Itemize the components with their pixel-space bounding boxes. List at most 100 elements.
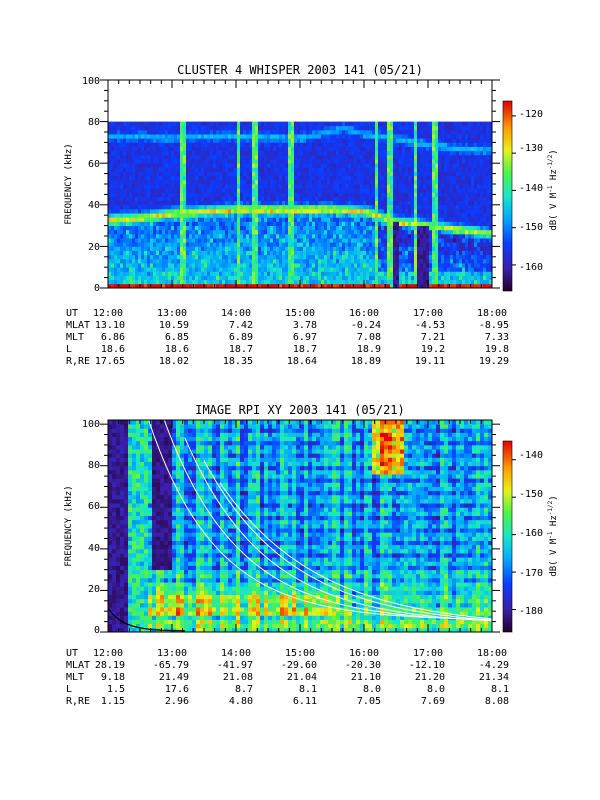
whisper-spectrogram-cell [456, 192, 460, 197]
whisper-spectrogram-cell [357, 159, 361, 164]
whisper-spectrogram-cell [207, 238, 211, 243]
whisper-spectrogram-cell [453, 125, 457, 131]
whisper-spectrogram-cell [459, 125, 463, 131]
whisper-spectrogram-cell [378, 242, 382, 247]
whisper-spectrogram-cell [288, 213, 292, 218]
whisper-spectrogram-cell [375, 146, 379, 152]
whisper-spectrogram-cell [459, 229, 463, 235]
whisper-spectrogram-cell [348, 167, 352, 172]
whisper-spectrogram-cell [387, 208, 391, 214]
whisper-spectrogram-cell [111, 200, 115, 206]
whisper-spectrogram-cell [159, 217, 163, 222]
whisper-spectrogram-cell [174, 271, 178, 276]
whisper-spectrogram-cell [120, 267, 124, 272]
whisper-spectrogram-cell [114, 192, 118, 197]
whisper-spectrogram-cell [312, 138, 316, 143]
whisper-spectrogram-cell [324, 279, 328, 285]
whisper-spectrogram-cell [351, 196, 355, 202]
whisper-spectrogram-cell [450, 184, 454, 189]
whisper-spectrogram-cell [294, 154, 298, 160]
whisper-spectrogram-cell [384, 134, 388, 139]
whisper-spectrogram-cell [462, 167, 466, 172]
whisper-spectrogram-cell [162, 129, 166, 135]
whisper-spectrogram-cell [300, 196, 304, 202]
whisper-spectrogram-cell [381, 258, 385, 264]
whisper-spectrogram-cell [174, 246, 178, 251]
whisper-spectrogram-cell [318, 275, 322, 281]
whisper-spectrogram-cell [450, 283, 454, 288]
whisper-spectrogram-cell [408, 238, 412, 243]
whisper-spectrogram-cell [270, 204, 274, 210]
whisper-spectrogram-cell [321, 213, 325, 218]
whisper-spectrogram-cell [231, 192, 235, 197]
whisper-spectrogram-cell [453, 121, 457, 127]
whisper-spectrogram-cell [231, 208, 235, 214]
whisper-spectrogram-cell [477, 134, 481, 139]
whisper-spectrogram-cell [189, 200, 193, 206]
whisper-spectrogram-cell [210, 275, 214, 281]
whisper-spectrogram-cell [348, 283, 352, 288]
whisper-spectrogram-cell [126, 213, 130, 218]
whisper-spectrogram-cell [438, 134, 442, 139]
whisper-spectrogram-cell [387, 159, 391, 164]
whisper-spectrogram-cell [426, 188, 430, 193]
whisper-spectrogram-cell [276, 167, 280, 172]
whisper-spectrogram-cell [147, 134, 151, 139]
whisper-spectrogram-cell [132, 225, 136, 231]
whisper-spectrogram-cell [366, 279, 370, 285]
whisper-spectrogram-cell [474, 142, 478, 147]
whisper-spectrogram-cell [261, 134, 265, 139]
whisper-spectrogram-cell [222, 242, 226, 247]
whisper-spectrogram-cell [363, 221, 367, 226]
whisper-spectrogram-cell [429, 238, 433, 243]
whisper-spectrogram-cell [174, 250, 178, 256]
whisper-spectrogram-cell [255, 229, 259, 235]
whisper-spectrogram-cell [342, 163, 346, 168]
whisper-spectrogram-cell [303, 125, 307, 131]
whisper-spectrogram-cell [309, 138, 313, 143]
whisper-spectrogram-cell [147, 267, 151, 272]
whisper-spectrogram-cell [282, 167, 286, 172]
whisper-spectrogram-cell [162, 192, 166, 197]
whisper-spectrogram-cell [351, 246, 355, 251]
whisper-spectrogram-cell [447, 163, 451, 168]
whisper-spectrogram-cell [285, 159, 289, 164]
whisper-spectrogram-cell [240, 175, 244, 181]
whisper-spectrogram-cell [246, 159, 250, 164]
whisper-spectrogram-cell [438, 171, 442, 177]
whisper-spectrogram-cell [312, 221, 316, 226]
whisper-spectrogram-cell [216, 238, 220, 243]
whisper-spectrogram-cell [381, 246, 385, 251]
whisper-spectrogram-cell [168, 154, 172, 160]
whisper-spectrogram-cell [396, 225, 400, 231]
whisper-spectrogram-cell [198, 283, 202, 288]
whisper-spectrogram-cell [360, 250, 364, 256]
whisper-spectrogram-cell [291, 217, 295, 222]
whisper-spectrogram-cell [309, 163, 313, 168]
whisper-spectrogram-cell [318, 238, 322, 243]
whisper-spectrogram-cell [450, 217, 454, 222]
whisper-spectrogram-cell [369, 179, 373, 185]
whisper-spectrogram-cell [372, 184, 376, 189]
whisper-spectrogram-cell [444, 200, 448, 206]
whisper-spectrogram-cell [153, 225, 157, 231]
whisper-spectrogram-cell [237, 229, 241, 235]
whisper-spectrogram-cell [264, 225, 268, 231]
whisper-spectrogram-cell [249, 263, 253, 268]
whisper-spectrogram-cell [222, 125, 226, 131]
whisper-spectrogram-cell [222, 154, 226, 160]
whisper-spectrogram-cell [336, 275, 340, 281]
whisper-spectrogram-cell [354, 159, 358, 164]
whisper-spectrogram-cell [357, 221, 361, 226]
whisper-spectrogram-cell [477, 213, 481, 218]
whisper-spectrogram-cell [366, 204, 370, 210]
whisper-spectrogram-cell [366, 163, 370, 168]
whisper-spectrogram-cell [339, 150, 343, 156]
whisper-spectrogram-cell [402, 221, 406, 226]
whisper-spectrogram-cell [459, 200, 463, 206]
whisper-spectrogram-cell [300, 263, 304, 268]
whisper-spectrogram-cell [456, 233, 460, 239]
whisper-spectrogram-cell [153, 188, 157, 193]
whisper-spectrogram-cell [255, 271, 259, 276]
whisper-spectrogram-cell [306, 163, 310, 168]
